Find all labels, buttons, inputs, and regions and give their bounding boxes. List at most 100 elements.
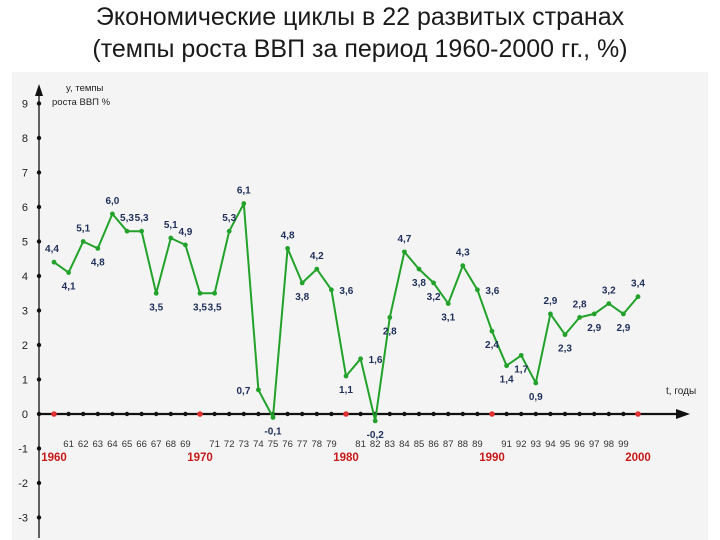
y-tick-mark	[36, 480, 42, 486]
x-tick-label: 85	[414, 439, 425, 450]
y-tick-mark	[36, 239, 42, 244]
x-tick-label: 81	[355, 439, 366, 450]
x-year-marker	[329, 411, 334, 417]
x-tick-label: 93	[531, 439, 542, 450]
data-point	[533, 380, 539, 386]
data-point	[518, 352, 524, 358]
x-year-marker	[81, 411, 86, 417]
x-year-marker	[168, 411, 173, 417]
data-label: 5,1	[164, 220, 178, 231]
data-label: 1,1	[339, 385, 353, 396]
x-year-marker	[387, 411, 392, 417]
data-point	[256, 387, 261, 393]
y-axis-label-line-1: y, темпы	[66, 83, 104, 94]
x-tick-label: 66	[136, 439, 147, 450]
x-decade-label: 1960	[41, 452, 67, 464]
data-point	[562, 332, 568, 338]
x-tick-label: 73	[239, 439, 250, 450]
data-label: 3,2	[427, 292, 441, 303]
data-point	[139, 228, 145, 234]
data-point	[124, 228, 130, 234]
data-point	[431, 280, 436, 286]
y-tick-label: 5	[22, 237, 28, 249]
data-point	[504, 363, 509, 369]
data-point	[591, 311, 597, 317]
x-tick-label: 61	[63, 439, 74, 450]
x-year-marker	[562, 411, 568, 417]
data-point	[402, 249, 407, 255]
data-label: 0,9	[529, 392, 543, 403]
data-label: 4,8	[91, 257, 105, 268]
x-year-marker	[431, 411, 436, 417]
x-tick-label: 96	[574, 439, 585, 450]
y-tick-label: 1	[22, 375, 28, 387]
y-tick-label: 9	[22, 99, 28, 111]
data-point	[168, 235, 174, 241]
data-label: 1,6	[369, 355, 383, 366]
x-year-marker	[314, 411, 319, 417]
y-tick-label: -3	[18, 513, 28, 525]
data-point	[548, 311, 553, 317]
data-point	[445, 301, 451, 306]
data-point	[226, 228, 232, 234]
data-label: 3,8	[412, 278, 426, 289]
data-label: 4,8	[281, 230, 295, 241]
y-axis-label-line-2: роста ВВП %	[52, 97, 111, 108]
x-year-marker	[66, 411, 71, 417]
data-label: 3,1	[441, 313, 455, 324]
x-year-marker	[139, 411, 144, 417]
x-year-marker	[519, 411, 524, 417]
y-tick-mark	[36, 135, 42, 141]
x-year-marker	[300, 411, 305, 417]
data-label: 5,3	[120, 213, 134, 224]
x-tick-label: 82	[370, 439, 381, 450]
data-point	[270, 415, 276, 420]
data-label: 4,1	[62, 282, 76, 293]
chart-title-line-2: (темпы роста ВВП за период 1960-2000 гг.…	[92, 35, 628, 63]
data-label: 2,8	[383, 326, 397, 337]
y-tick-mark	[36, 204, 42, 210]
y-tick-label: 4	[22, 271, 28, 283]
x-year-marker	[183, 411, 188, 417]
data-point	[285, 246, 290, 251]
y-tick-mark	[36, 273, 42, 279]
y-tick-label: 8	[22, 133, 28, 145]
data-point	[95, 246, 101, 251]
x-year-marker	[227, 411, 232, 417]
x-year-marker	[124, 411, 130, 417]
x-year-marker	[416, 411, 422, 417]
x-decade-label: 1980	[333, 452, 359, 464]
chart-panel	[12, 72, 708, 540]
data-label: 3,6	[339, 286, 353, 297]
x-tick-label: 95	[560, 439, 571, 450]
x-axis-label: t, годы	[666, 386, 696, 397]
y-tick-mark	[36, 446, 42, 451]
x-year-marker	[504, 411, 509, 417]
x-tick-label: 99	[618, 439, 629, 450]
x-tick-label: 62	[78, 439, 89, 450]
data-label: 4,4	[45, 244, 59, 255]
x-tick-label: 74	[253, 439, 264, 450]
x-tick-label: 83	[385, 439, 396, 450]
data-label: 2,9	[616, 323, 630, 334]
x-year-marker	[577, 411, 582, 417]
x-year-marker	[446, 411, 451, 417]
x-year-marker	[285, 411, 290, 417]
data-label: 2,9	[587, 323, 601, 334]
x-tick-label: 78	[312, 439, 323, 450]
data-point	[621, 311, 626, 317]
y-tick-label: 6	[22, 202, 28, 214]
data-point	[212, 290, 218, 296]
x-year-marker	[606, 411, 611, 417]
x-tick-label: 89	[472, 439, 483, 450]
x-year-marker	[95, 411, 101, 417]
x-tick-label: 97	[589, 439, 600, 450]
x-tick-label: 86	[428, 439, 439, 450]
x-year-marker	[241, 411, 246, 417]
y-tick-mark	[36, 342, 42, 348]
x-tick-label: 94	[545, 439, 556, 450]
x-tick-label: 87	[443, 439, 454, 450]
data-point	[110, 211, 115, 217]
data-label: 4,9	[178, 227, 192, 238]
x-year-marker	[460, 411, 465, 417]
